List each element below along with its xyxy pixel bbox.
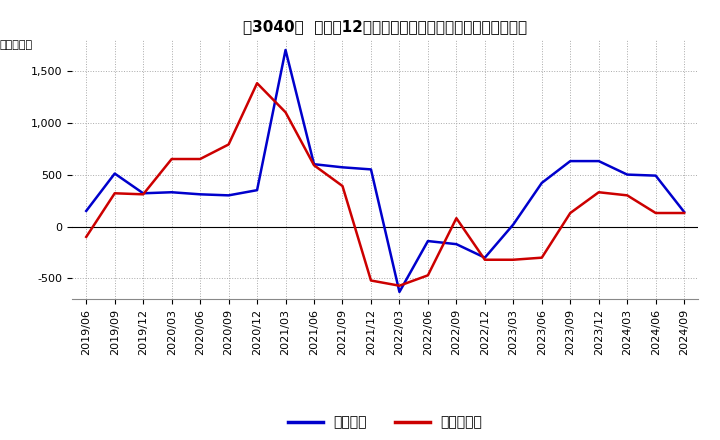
Legend: 経常利益, 当期純利益: 経常利益, 当期純利益	[282, 410, 488, 435]
Title: ［3040］  利益の12か月移動合計の対前年同期増減額の推移: ［3040］ 利益の12か月移動合計の対前年同期増減額の推移	[243, 19, 527, 34]
Text: （百万円）: （百万円）	[0, 40, 32, 50]
